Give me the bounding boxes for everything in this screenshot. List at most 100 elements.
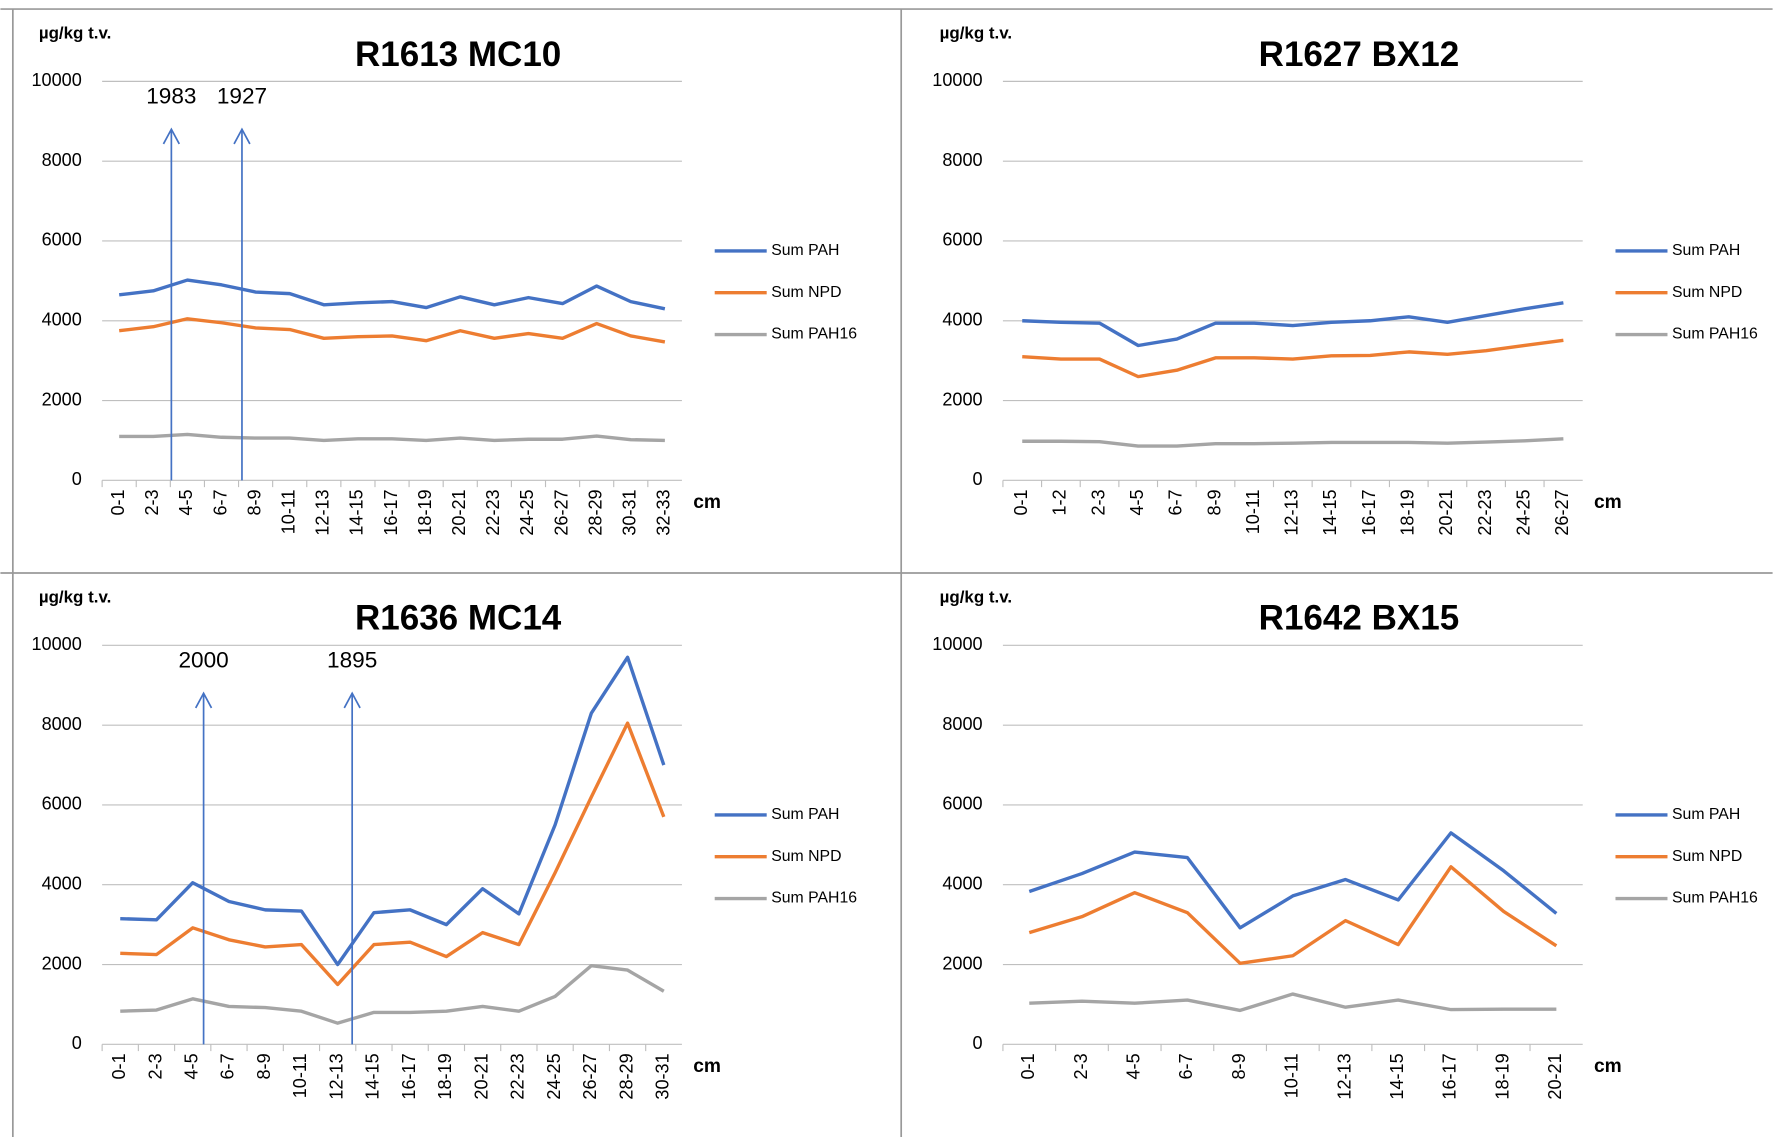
series-line [1028,865,1558,966]
x-tick-label: 2-3 [1088,489,1108,515]
chart-panel: R1627 BX12 µg/kg t.v. 0 2000 4000 6000 8000 100… [932,23,1758,535]
x-tick-label: 4-5 [182,1053,202,1079]
x-axis-label: cm [693,492,721,513]
x-tick-label: 24-25 [544,1053,564,1099]
x-tick-label: 24-25 [517,489,537,535]
y-tick-label: 8000 [942,150,982,170]
y-tick-label: 10000 [32,70,82,90]
annotation-label: 2000 [178,647,228,672]
y-tick-label: 2000 [942,953,982,973]
x-tick-label: 0-1 [109,1053,129,1079]
x-tick-label: 6-7 [1166,489,1186,515]
series-line [118,317,666,344]
x-tick-label: 14-15 [363,1053,383,1099]
annotation-arrowhead [162,127,181,145]
series-line [1029,992,1557,1013]
annotation-label: 1895 [327,647,377,672]
x-tick-label: 20-21 [449,489,469,535]
legend-label: Sum NPD [1672,284,1742,301]
x-tick-label: 30-31 [653,1053,673,1099]
annotation-arrowhead [233,127,251,145]
y-tick-label: 0 [72,1033,82,1053]
series-line [120,721,666,987]
y-tick-label: 2000 [42,389,82,409]
chart-panel: R1642 BX15 µg/kg t.v. 0 2000 4000 6000 8000 100… [932,587,1758,1099]
x-tick-label: 6-7 [218,1053,238,1079]
chart-title: R1613 MC10 [355,35,561,74]
series-line [120,964,665,1025]
x-tick-label: 16-17 [1440,1053,1460,1099]
chart-title: R1642 BX15 [1259,599,1460,638]
x-tick-label: 12-13 [1334,1053,1354,1099]
x-axis-label: cm [1594,1056,1622,1077]
x-tick-label: 20-21 [1436,489,1456,535]
x-tick-label: 18-19 [415,489,435,535]
series-line [118,278,666,311]
annotation-arrowhead [194,691,213,709]
y-axis-label: µg/kg t.v. [39,587,111,606]
x-tick-label: 4-5 [1123,1053,1143,1079]
x-axis-label: cm [693,1056,721,1077]
legend-label: Sum PAH [1672,242,1740,259]
legend-label: Sum PAH [1672,806,1740,823]
series-line [119,432,665,443]
x-tick-label: 22-23 [483,489,503,535]
y-tick-label: 4000 [942,310,982,330]
x-axis-label: cm [1594,492,1622,513]
x-tick-label: 14-15 [1387,1053,1407,1099]
x-tick-label: 24-25 [1514,489,1534,535]
y-tick-label: 4000 [942,874,982,894]
x-tick-label: 16-17 [399,1053,419,1099]
y-tick-label: 6000 [942,230,982,250]
y-tick-label: 8000 [942,714,982,734]
x-tick-label: 0-1 [108,489,128,515]
x-tick-label: 10-11 [290,1053,310,1098]
legend-label: Sum PAH [771,242,839,259]
y-axis-label: µg/kg t.v. [940,23,1012,42]
annotation-arrowhead [343,691,361,709]
chart-title: R1636 MC14 [355,599,562,638]
y-tick-label: 2000 [42,953,82,973]
y-tick-label: 8000 [42,714,82,734]
x-tick-label: 12-13 [326,1053,346,1099]
x-tick-label: 26-27 [580,1053,600,1099]
legend-label: Sum PAH [771,806,839,823]
y-tick-label: 6000 [42,794,82,814]
legend-label: Sum NPD [771,284,841,301]
y-tick-label: 2000 [942,389,982,409]
x-tick-label: 14-15 [1320,489,1340,535]
series-line [1028,831,1558,930]
series-line [120,655,666,967]
y-tick-label: 0 [973,1033,983,1053]
annotation-label: 1927 [217,83,267,108]
x-tick-label: 26-27 [551,489,571,535]
legend-label: Sum PAH16 [1672,890,1758,907]
y-tick-label: 6000 [42,230,82,250]
annotation-label: 1983 [146,83,196,108]
y-tick-label: 0 [973,469,983,489]
y-tick-label: 10000 [932,70,982,90]
chart-panel: R1613 MC10 µg/kg t.v. 0 2000 4000 6000 8000 100… [32,23,858,535]
x-tick-label: 30-31 [620,489,640,535]
y-tick-label: 6000 [942,794,982,814]
x-tick-label: 16-17 [381,489,401,535]
y-tick-label: 4000 [42,310,82,330]
y-tick-label: 8000 [42,150,82,170]
x-tick-label: 2-3 [145,1053,165,1079]
y-axis-label: µg/kg t.v. [39,23,111,42]
y-tick-label: 10000 [932,634,982,654]
y-tick-label: 4000 [42,874,82,894]
x-tick-label: 10-11 [278,489,298,534]
x-tick-label: 4-5 [1127,489,1147,515]
y-axis-label: µg/kg t.v. [940,587,1012,606]
x-tick-label: 26-27 [1552,489,1572,535]
x-tick-label: 12-13 [313,489,333,535]
series-line [1022,301,1564,348]
x-tick-label: 18-19 [435,1053,455,1099]
series-line [1022,338,1564,379]
x-tick-label: 10-11 [1243,489,1263,534]
x-tick-label: 12-13 [1282,489,1302,535]
x-tick-label: 18-19 [1492,1053,1512,1099]
x-tick-label: 20-21 [1545,1053,1565,1099]
x-tick-label: 6-7 [1176,1053,1196,1079]
